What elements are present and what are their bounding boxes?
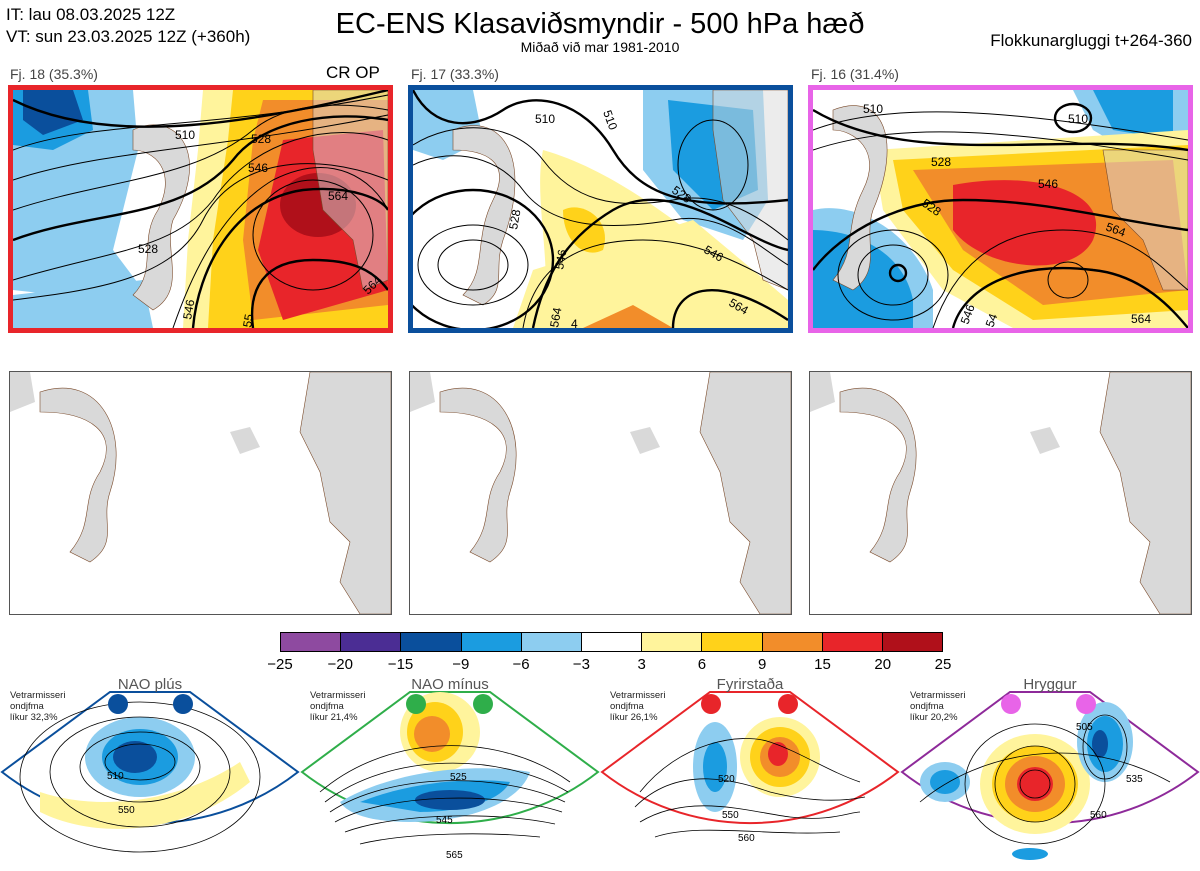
panel-3-contour-label: 564 xyxy=(1104,220,1128,240)
regime-2-label: 545 xyxy=(436,815,453,826)
panel-2-contour-label: 528 xyxy=(506,208,523,230)
init-time: IT: lau 08.03.2025 12Z xyxy=(6,5,176,24)
panel-3-contour-label: 546 xyxy=(958,302,978,326)
regime-4-label: 535 xyxy=(1126,774,1143,785)
regime-2-label: 525 xyxy=(450,772,467,783)
page-subtitle: Miðað við mar 1981-2010 xyxy=(520,39,680,55)
panel-1-contour-label: 510 xyxy=(175,128,195,142)
regime-4-note: Vetrarmisseri ondjfma líkur 20,2% xyxy=(910,690,966,723)
panel-3-contour-label: 54 xyxy=(983,311,1001,328)
colorbar-tick-label: −3 xyxy=(572,656,590,673)
colorbar-swatch xyxy=(642,633,703,651)
colorbar-swatch xyxy=(341,633,402,651)
colorbar-tick-label: 15 xyxy=(814,656,831,673)
regime-1-title: NAO plús xyxy=(117,676,183,693)
colorbar-tick-label: 20 xyxy=(874,656,892,673)
colorbar-swatch xyxy=(281,633,342,651)
regime-1-label: 510 xyxy=(107,771,124,782)
regime-1-note: Vetrarmisseri ondjfma líkur 32,3% xyxy=(10,690,66,723)
colorbar-swatch xyxy=(521,633,582,651)
page-title: EC-ENS Klasaviðsmyndir - 500 hPa hæð xyxy=(335,8,865,40)
colorbar-tick-label: 9 xyxy=(758,656,767,673)
colorbar-swatch xyxy=(882,633,943,651)
empty-map-1 xyxy=(9,371,392,615)
panel-1-contour-label: 528 xyxy=(138,242,158,256)
panel-3-contour-label: 510 xyxy=(863,102,883,116)
regime-4-label: 560 xyxy=(1090,810,1107,821)
colorbar-tick-label: −25 xyxy=(267,656,293,673)
colorbar-tick-label: 25 xyxy=(934,656,952,673)
colorbar-swatch xyxy=(461,633,522,651)
colorbar-swatch xyxy=(702,633,763,651)
colorbar-tick-label: −6 xyxy=(512,656,530,673)
regime-3-label: 520 xyxy=(718,774,735,785)
cluster-map-3: 510 510 528 546 528 564 546 564 54 xyxy=(808,85,1193,333)
panel-3-contour-label: 528 xyxy=(931,155,951,169)
panel-2-contour-label: 4 xyxy=(571,317,578,328)
panel-1-contour-label: 528 xyxy=(251,132,271,146)
regime-2-title: NAO mínus xyxy=(411,676,489,693)
panel-1-label: Fj. 18 (35.3%) xyxy=(10,66,98,82)
regime-blocking: 520 550 560 Fyrirstaða Vetrarmisseri ondj… xyxy=(600,672,900,871)
regime-nao-plus: 510 550 NAO plús Vetrarmisseri ondjfma lík… xyxy=(0,672,300,871)
cluster-map-2: 510 510 528 528 546 546 564 564 4 xyxy=(408,85,793,333)
regime-4-label: 505 xyxy=(1076,722,1093,733)
panel-1-contour-label: 55 xyxy=(240,313,256,328)
empty-map-2 xyxy=(409,371,792,615)
panel-3-contour-label: 510 xyxy=(1068,112,1088,126)
panel-2-contour-label: 564 xyxy=(547,306,564,328)
colorbar xyxy=(280,632,943,652)
panel-2-contour-label: 510 xyxy=(600,108,620,132)
panel-3-contour-label: 564 xyxy=(1131,312,1151,326)
regime-4-title: Hryggur xyxy=(1023,676,1077,693)
colorbar-swatch xyxy=(581,633,643,651)
regime-1-label: 550 xyxy=(118,805,135,816)
panel-3-label: Fj. 16 (31.4%) xyxy=(811,66,899,82)
panel-1-marker: CR OP xyxy=(326,63,380,82)
colorbar-tick-label: 3 xyxy=(637,656,646,673)
colorbar-tick-label: −9 xyxy=(452,656,470,673)
regime-2-note: Vetrarmisseri ondjfma líkur 21,4% xyxy=(310,690,366,723)
regime-3-title: Fyrirstaða xyxy=(716,676,784,693)
classification-window: Flokkunargluggi t+264-360 xyxy=(990,31,1192,50)
panel-2-contour-label: 546 xyxy=(552,248,569,270)
panel-1-contour-label: 546 xyxy=(180,298,197,320)
regime-3-label: 560 xyxy=(738,833,755,844)
regime-3-label: 550 xyxy=(722,810,739,821)
colorbar-tick-label: −20 xyxy=(327,656,353,673)
colorbar-swatch xyxy=(822,633,883,651)
regime-nao-minus: 525 545 565 NAO mínus Vetrarmisseri ondjf… xyxy=(300,672,600,871)
colorbar-tick-label: 6 xyxy=(697,656,707,673)
empty-map-3 xyxy=(809,371,1192,615)
panel-1-contour-label: 546 xyxy=(248,161,268,175)
panel-3-contour-label: 546 xyxy=(1038,177,1058,191)
regime-3-note: Vetrarmisseri ondjfma líkur 26,1% xyxy=(610,690,666,723)
valid-time: VT: sun 23.03.2025 12Z (+360h) xyxy=(6,27,251,46)
regime-2-label: 565 xyxy=(446,850,463,861)
regime-ridge: 505 535 560 Hryggur Vetrarmisseri ondjfma… xyxy=(900,672,1200,871)
cluster-map-1: 510 528 546 564 528 546 564 55 xyxy=(8,85,393,333)
panel-2-label: Fj. 17 (33.3%) xyxy=(411,66,499,82)
panel-2-contour-label: 510 xyxy=(535,112,555,126)
colorbar-swatch xyxy=(762,633,823,651)
colorbar-swatch xyxy=(401,633,462,651)
panel-1-contour-label: 564 xyxy=(328,189,348,203)
header-times: IT: lau 08.03.2025 12Z VT: sun 23.03.202… xyxy=(6,4,250,48)
colorbar-tick-label: −15 xyxy=(387,656,414,673)
